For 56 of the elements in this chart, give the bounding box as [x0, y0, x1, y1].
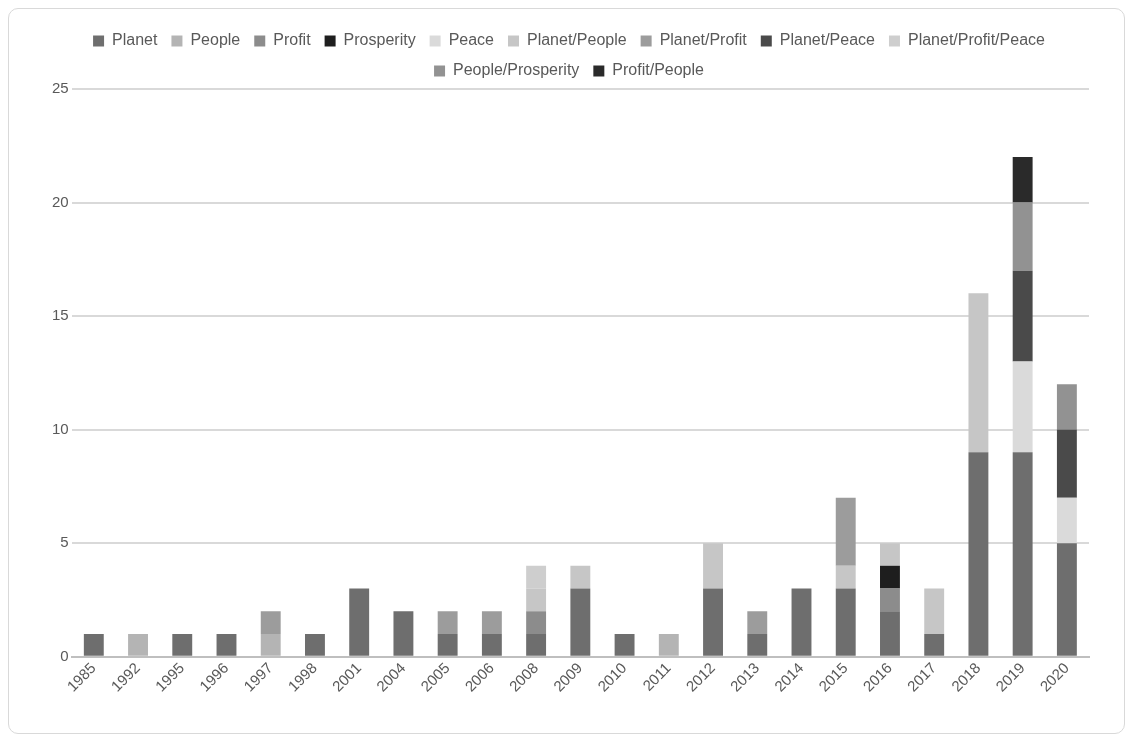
bar [437, 633, 458, 656]
legend-label: Peace [448, 31, 495, 49]
bar [880, 565, 900, 589]
bar [216, 633, 237, 656]
legend-label: People [190, 31, 241, 49]
legend-label: Planet/People [526, 31, 627, 49]
bar [835, 497, 856, 566]
bar [1012, 157, 1033, 203]
bar [1012, 202, 1033, 271]
bar [349, 588, 370, 656]
bar [835, 588, 856, 656]
y-tick-label: 15 [52, 306, 69, 324]
bar [526, 611, 547, 634]
bar [747, 633, 768, 656]
legend-label: Profit/People [612, 61, 705, 79]
y-tick-label: 10 [52, 419, 69, 437]
bar [481, 611, 502, 634]
bar [924, 633, 945, 656]
bar [1056, 429, 1077, 498]
legend-label: Planet [112, 31, 158, 49]
bar [747, 611, 768, 634]
bar [260, 611, 281, 634]
bar [880, 543, 900, 566]
bar [703, 543, 723, 589]
bar [880, 611, 900, 656]
legend-label: Planet/Peace [779, 31, 876, 49]
legend-label: Prosperity [343, 31, 416, 49]
bar [172, 633, 193, 656]
bar [703, 588, 723, 656]
bar [305, 633, 325, 656]
bar [1056, 384, 1077, 430]
bar [1012, 452, 1033, 656]
legend-label: Planet/Profit/Peace [907, 31, 1046, 49]
legend-label: Profit [273, 31, 312, 49]
bar [614, 633, 635, 656]
bar [1056, 543, 1077, 656]
y-tick-label: 20 [52, 192, 69, 210]
bar [570, 588, 591, 656]
legend-label: Planet/Profit [659, 31, 748, 49]
bar [83, 633, 104, 656]
bar [393, 611, 414, 656]
bar [481, 633, 502, 656]
bar [968, 452, 989, 656]
bar [570, 565, 591, 589]
bar [1012, 270, 1033, 362]
bar [437, 611, 458, 634]
y-tick-label: 5 [60, 533, 69, 551]
y-tick-label: 25 [52, 79, 69, 97]
bar [924, 588, 945, 634]
legend-label: People/Prosperity [453, 61, 580, 79]
bar [526, 633, 547, 656]
bar [880, 588, 900, 612]
bar [968, 293, 989, 453]
y-tick-label: 0 [60, 646, 69, 664]
bar [835, 565, 856, 589]
bar [791, 588, 812, 656]
